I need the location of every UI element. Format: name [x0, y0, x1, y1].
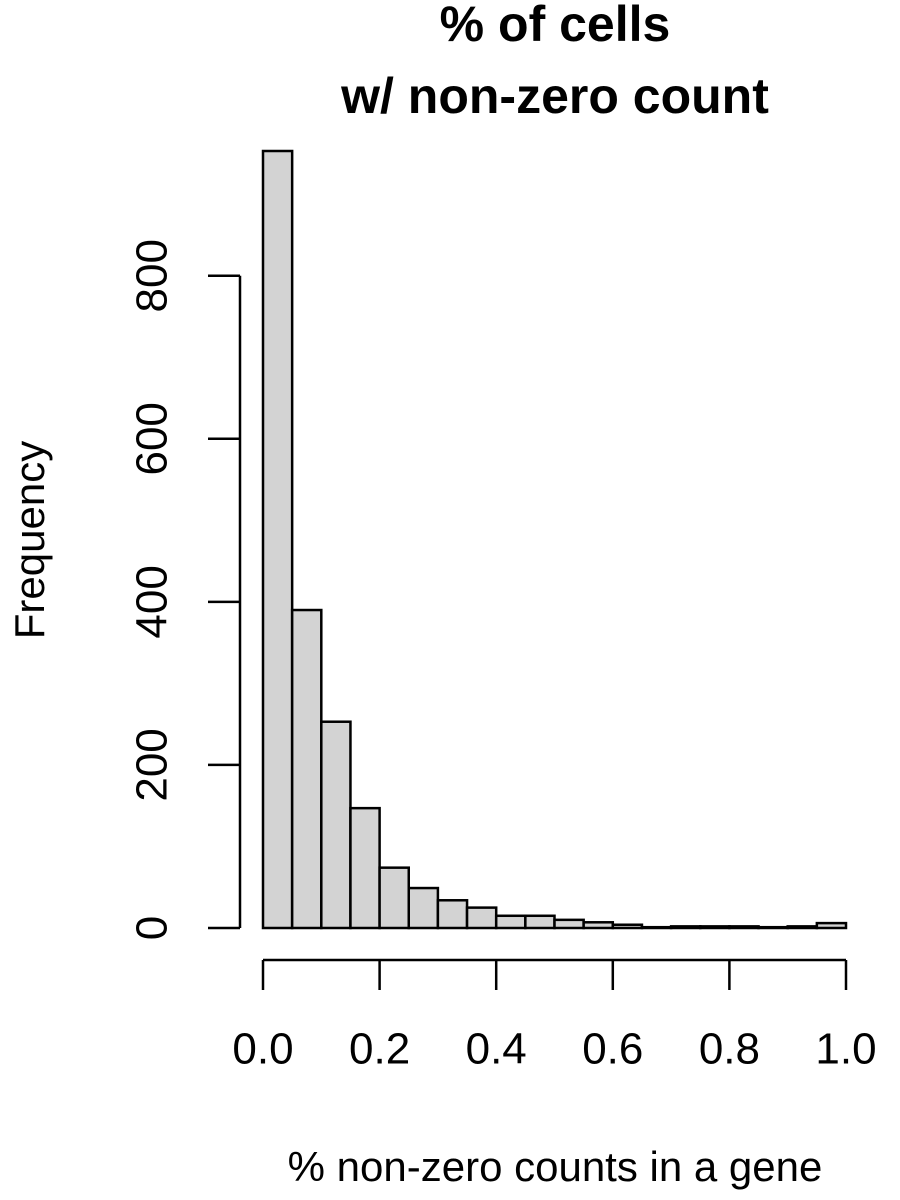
x-axis-label: % non-zero counts in a gene	[288, 1143, 823, 1190]
bar	[757, 925, 789, 930]
bar	[465, 906, 498, 930]
x-tick-label: 0.8	[699, 1025, 760, 1074]
bar	[815, 921, 848, 930]
y-tick-label: 600	[128, 402, 177, 475]
bar	[407, 886, 440, 930]
bar	[699, 925, 731, 930]
bar	[494, 914, 527, 930]
y-tick-label: 0	[128, 916, 177, 940]
bar	[436, 899, 469, 930]
bar	[611, 923, 644, 930]
y-tick-label: 400	[128, 565, 177, 638]
bar	[728, 925, 760, 930]
x-tick-label: 0.4	[466, 1025, 527, 1074]
y-tick-label: 200	[128, 728, 177, 801]
bar	[553, 918, 585, 930]
bar	[524, 914, 556, 930]
y-tick-label: 800	[128, 239, 177, 312]
bar	[320, 720, 352, 930]
x-tick-label: 0.0	[232, 1025, 293, 1074]
bar	[290, 608, 323, 930]
x-tick-label: 0.6	[582, 1025, 643, 1074]
bar	[786, 925, 819, 930]
bar	[582, 921, 615, 930]
bar	[349, 806, 381, 930]
bar	[640, 925, 673, 930]
y-axis-label: Frequency	[6, 441, 53, 639]
x-tick-label: 0.2	[349, 1025, 410, 1074]
chart-title: % of cells	[440, 0, 671, 52]
chart-title: w/ non-zero count	[340, 68, 769, 124]
bar	[378, 866, 411, 930]
bar	[669, 925, 702, 930]
x-tick-label: 1.0	[815, 1025, 876, 1074]
bar	[261, 149, 294, 930]
